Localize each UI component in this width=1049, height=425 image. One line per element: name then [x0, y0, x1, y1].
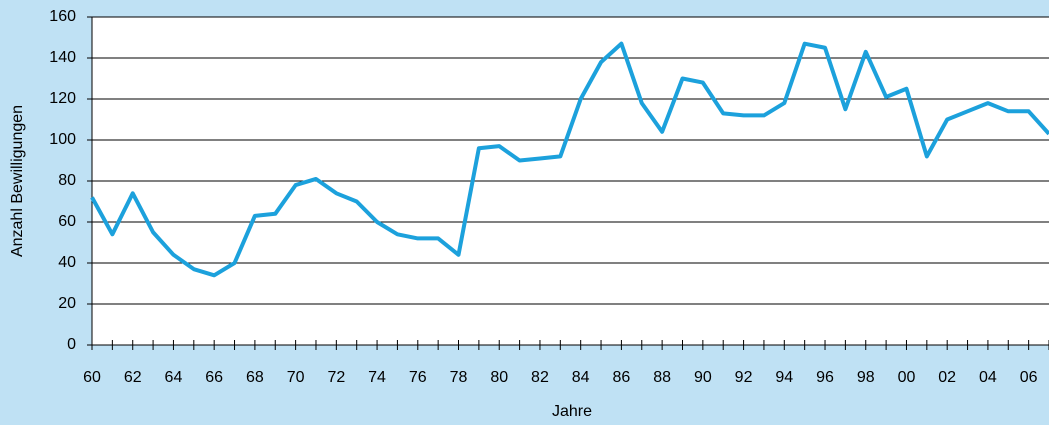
x-tick-label: 90	[694, 369, 712, 386]
y-tick-label: 40	[58, 254, 76, 271]
y-tick-label: 80	[58, 172, 76, 189]
x-tick-label: 94	[775, 369, 793, 386]
y-tick-label: 100	[49, 131, 76, 148]
x-tick-label: 68	[246, 369, 264, 386]
x-tick-label: 98	[857, 369, 875, 386]
x-tick-label: 66	[205, 369, 223, 386]
x-tick-label: 78	[450, 369, 468, 386]
x-tick-label: 88	[653, 369, 671, 386]
y-tick-label: 60	[58, 213, 76, 230]
y-tick-label: 160	[49, 8, 76, 25]
x-tick-label: 02	[938, 369, 956, 386]
y-axis-label: Anzahl Bewilligungen	[9, 105, 26, 257]
x-tick-label: 74	[368, 369, 386, 386]
x-tick-label: 86	[613, 369, 631, 386]
y-tick-label: 0	[67, 336, 76, 353]
x-tick-label: 80	[490, 369, 508, 386]
x-tick-label: 64	[165, 369, 183, 386]
y-tick-label: 120	[49, 90, 76, 107]
x-tick-label: 60	[83, 369, 101, 386]
x-tick-label: 76	[409, 369, 427, 386]
x-tick-label: 00	[898, 369, 916, 386]
x-tick-label: 72	[327, 369, 345, 386]
x-tick-label: 70	[287, 369, 305, 386]
x-tick-label: 96	[816, 369, 834, 386]
x-tick-label: 92	[735, 369, 753, 386]
y-tick-label: 140	[49, 49, 76, 66]
x-tick-label: 84	[572, 369, 590, 386]
y-tick-label: 20	[58, 295, 76, 312]
x-tick-label: 62	[124, 369, 142, 386]
x-tick-label: 04	[979, 369, 997, 386]
x-axis-label: Jahre	[552, 403, 592, 420]
x-tick-label: 82	[531, 369, 549, 386]
x-tick-label: 06	[1020, 369, 1038, 386]
data-line	[90, 41, 1049, 278]
